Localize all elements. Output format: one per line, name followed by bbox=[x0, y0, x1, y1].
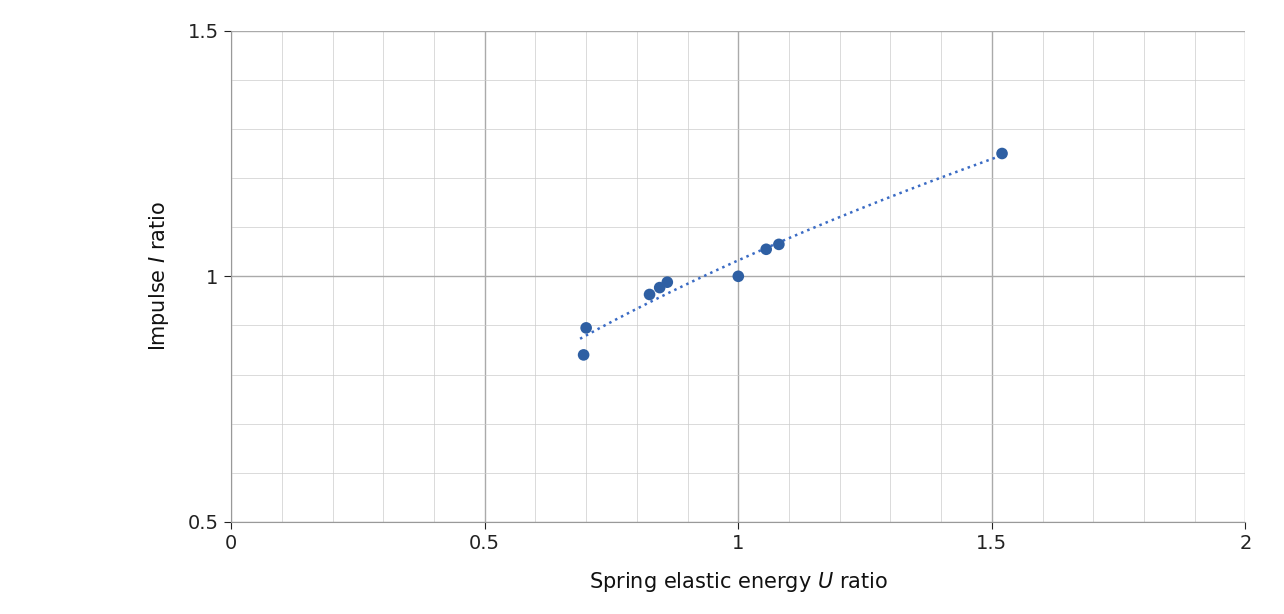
X-axis label: Spring elastic energy $\it{U}$ ratio: Spring elastic energy $\it{U}$ ratio bbox=[589, 570, 887, 594]
Point bbox=[574, 350, 594, 360]
Point bbox=[650, 282, 670, 292]
Point bbox=[639, 290, 660, 300]
Y-axis label: Impulse $\it{I}$ ratio: Impulse $\it{I}$ ratio bbox=[146, 201, 171, 351]
Point bbox=[657, 278, 678, 287]
Point bbox=[756, 244, 777, 254]
Point bbox=[991, 149, 1012, 158]
Point bbox=[575, 323, 596, 333]
Point bbox=[769, 239, 790, 249]
Point bbox=[728, 271, 749, 281]
